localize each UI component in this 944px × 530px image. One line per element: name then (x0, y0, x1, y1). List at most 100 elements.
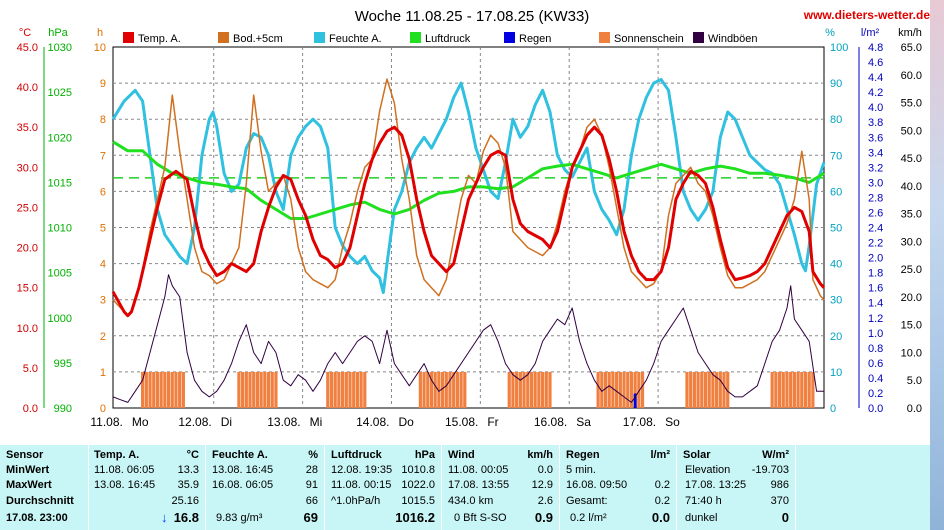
sunshine-bar (426, 371, 430, 408)
temp-axis-tick: 30.0 (17, 162, 38, 174)
sunshine-bar (685, 371, 689, 408)
solar-max-value: 986 (770, 479, 789, 491)
pressure-column: Luftdruck hPa 12.08. 19:35 1010.8 11.08.… (325, 445, 441, 530)
rain-axis-tick: 3.4 (868, 147, 883, 159)
pressure-axis-unit: hPa (48, 27, 68, 39)
sunshine-bar (333, 371, 337, 408)
sunshine-bar (418, 371, 422, 408)
sensor-footer-time: 17.08. 23:00 (6, 512, 68, 524)
sunshine-bar (263, 371, 267, 408)
humidity-axis-tick: 30 (830, 295, 842, 307)
sunshine-bar (159, 371, 163, 408)
temp-current-value: 16.8 (173, 510, 199, 525)
wind-axis-tick: 15.0 (901, 320, 922, 332)
sunshine-bar (181, 371, 185, 408)
sunshine-bar (626, 371, 630, 408)
sunshine-bar (615, 371, 619, 408)
wind-min-time: 11.08. 00:05 (448, 464, 509, 476)
temp-axis-tick: 45.0 (17, 42, 38, 54)
sunshine-bar (352, 371, 356, 408)
rain-axis-tick: 1.6 (868, 283, 883, 295)
sunshine-bar (789, 371, 793, 408)
sunshine-bar (178, 371, 182, 408)
solar-elevation-label: Elevation (685, 464, 731, 476)
rain-axis-tick: 1.4 (868, 298, 883, 310)
temp-axis-tick: 15.0 (17, 283, 38, 295)
sunshine-bar (452, 371, 456, 408)
legend-swatch (218, 32, 229, 43)
sunshine-bar (329, 371, 334, 408)
rain-axis-tick: 2.0 (868, 253, 883, 265)
wind-axis-tick: 40.0 (901, 181, 922, 193)
sunshine-bar (144, 371, 148, 408)
sunshine-bar (141, 371, 145, 408)
wind-axis-tick: 65.0 (901, 42, 922, 54)
sunshine-bar (603, 371, 608, 408)
rain-interval: 5 min. (566, 464, 596, 476)
rain-axis-tick: 4.0 (868, 102, 883, 114)
temp-axis-tick: 5.0 (23, 363, 38, 375)
temp-unit: °C (186, 449, 199, 461)
legend-swatch (693, 32, 704, 43)
sunshine-bar (770, 371, 774, 408)
humidity-axis-tick: 40 (830, 259, 842, 271)
x-date-label: 15.08. (445, 415, 478, 429)
wind-axis-tick: 20.0 (901, 292, 922, 304)
sunshine-bar (422, 371, 426, 408)
solar-unit: W/m² (762, 449, 789, 461)
temp-trend-arrow-icon: ↓ (161, 510, 168, 525)
x-date-label: 12.08. (178, 415, 211, 429)
sunshine-bar (696, 371, 700, 408)
rain-axis-tick: 1.0 (868, 328, 883, 340)
legend-swatch (410, 32, 421, 43)
sunshine-bar (777, 371, 782, 408)
sunshine-bar (252, 371, 256, 408)
sunshine-bar (174, 371, 178, 408)
sunshine-bar (544, 371, 548, 408)
wind-axis-tick: 55.0 (901, 98, 922, 110)
sunshine-bar (363, 371, 367, 408)
humidity-column: Feuchte A. % 13.08. 16:45 28 16.08. 06:0… (206, 445, 324, 530)
x-date-label: 16.08. (534, 415, 567, 429)
pressure-axis-tick: 1010 (48, 223, 72, 235)
wind-axis-tick: 45.0 (901, 153, 922, 165)
air-temp-line (111, 125, 826, 318)
x-day-label: Do (398, 415, 414, 429)
legend-label: Temp. A. (138, 33, 181, 45)
pressure-axis-tick: 1025 (48, 87, 72, 99)
sensor-row-avg: Durchschnitt (6, 495, 74, 507)
sunshine-bar (774, 371, 778, 408)
sunshine-bar (166, 371, 171, 408)
rain-axis-tick: 3.8 (868, 117, 883, 129)
sunshine-bar (526, 371, 530, 408)
humidity-min-time: 13.08. 16:45 (212, 464, 274, 476)
sunshine-bar (781, 371, 785, 408)
rain-axis-tick: 4.8 (868, 42, 883, 54)
sensor-column: Sensor MinWert MaxWert Durchschnitt 17.0… (0, 445, 88, 530)
sunshine-bar (629, 371, 634, 408)
humidity-axis-tick: 10 (830, 367, 842, 379)
rain-axis-tick: 4.4 (868, 72, 883, 84)
sunshine-bar (707, 371, 711, 408)
sunshine-bar (152, 371, 156, 408)
humidity-axis-tick: 90 (830, 78, 842, 90)
wind-gust-line (112, 274, 824, 403)
solar-elevation-value: -19.703 (751, 464, 789, 476)
pressure-trend: ^1.0hPa/h (331, 495, 381, 507)
chart-title: Woche 11.08.25 - 17.08.25 (KW33) (355, 8, 590, 25)
sunshine-bar (726, 371, 730, 408)
sunshine-bar (607, 371, 611, 408)
solar-avg-value: 370 (770, 495, 789, 507)
sunshine-bar (170, 371, 174, 408)
soil-temp-line (112, 78, 825, 317)
wind-max-time: 17.08. 13:55 (448, 479, 510, 491)
rain-bar (633, 393, 637, 408)
legend-swatch (599, 32, 610, 43)
sun-axis-tick: 9 (100, 78, 106, 90)
sunshine-bar (518, 371, 522, 408)
pressure-current-value: 1016.2 (395, 510, 435, 525)
x-date-label: 13.08. (267, 415, 300, 429)
sunshine-bar (700, 371, 704, 408)
temp-max-value: 35.9 (177, 479, 199, 491)
wind-axis-tick: 0.0 (907, 403, 922, 415)
